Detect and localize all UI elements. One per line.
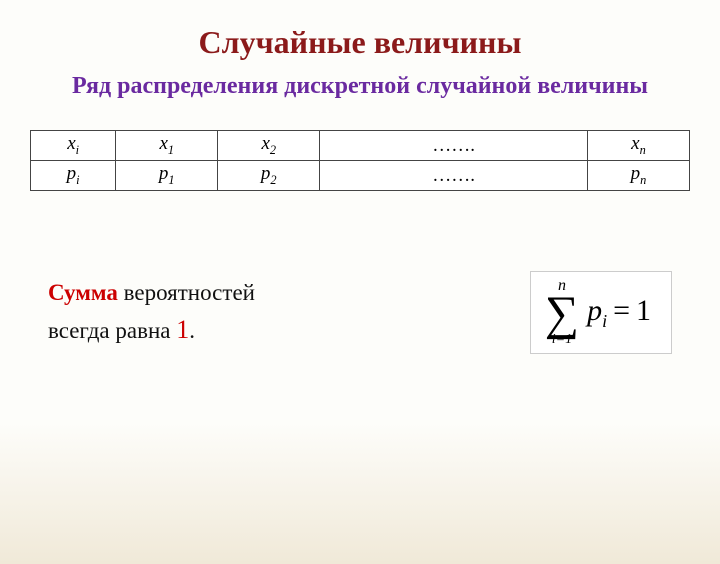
table-cell: x2 bbox=[218, 131, 320, 161]
formula-box: n ∑ i=1 pi=1 bbox=[530, 271, 672, 354]
table-cell: pi bbox=[31, 161, 116, 191]
formula-var: p bbox=[587, 294, 602, 327]
cell-sub: n bbox=[640, 143, 646, 157]
cell-var: p bbox=[631, 163, 641, 184]
table-cell: xi bbox=[31, 131, 116, 161]
cell-var: x bbox=[159, 133, 167, 154]
cell-var: p bbox=[261, 163, 271, 184]
sigma-symbol: ∑ bbox=[545, 292, 579, 335]
distribution-table-wrap: xi x1 x2 ……. xn pi p1 p2 ……. bbox=[30, 130, 690, 191]
page-title: Случайные величины bbox=[0, 24, 720, 61]
cell-sub: n bbox=[640, 173, 646, 187]
cell-sub: 2 bbox=[270, 143, 276, 157]
sigma-wrap: n ∑ i=1 bbox=[545, 278, 579, 347]
table-cell: x1 bbox=[116, 131, 218, 161]
content-row: Сумма вероятностей всегда равна 1. n ∑ i… bbox=[0, 271, 720, 354]
cell-sub: i bbox=[76, 143, 79, 157]
sum-text: Сумма вероятностей всегда равна 1. bbox=[48, 275, 255, 351]
table-row: pi p1 p2 ……. pn bbox=[31, 161, 690, 191]
sum-word-rest: вероятностей bbox=[118, 280, 255, 305]
sum-one: 1 bbox=[176, 315, 189, 344]
cell-var: p bbox=[159, 163, 169, 184]
table-cell: pn bbox=[587, 161, 689, 191]
cell-var: x bbox=[261, 133, 269, 154]
distribution-table: xi x1 x2 ……. xn pi p1 p2 ……. bbox=[30, 130, 690, 191]
page-subtitle: Ряд распределения дискретной случайной в… bbox=[0, 73, 720, 100]
sum-dot: . bbox=[189, 318, 195, 343]
sigma-lower-limit: i=1 bbox=[552, 333, 572, 347]
table-cell: p1 bbox=[116, 161, 218, 191]
cell-var: p bbox=[67, 163, 77, 184]
table-cell: ……. bbox=[320, 131, 588, 161]
formula-eq: = bbox=[607, 294, 636, 327]
cell-sub: i bbox=[76, 173, 79, 187]
cell-sub: 1 bbox=[168, 143, 174, 157]
formula-rhs: 1 bbox=[636, 294, 651, 327]
formula-body: pi=1 bbox=[587, 294, 651, 332]
table-cell: p2 bbox=[218, 161, 320, 191]
cell-var: x bbox=[67, 133, 75, 154]
cell-var: x bbox=[631, 133, 639, 154]
cell-sub: 2 bbox=[270, 173, 276, 187]
sum-word-red: Сумма bbox=[48, 280, 118, 305]
table-row: xi x1 x2 ……. xn bbox=[31, 131, 690, 161]
sum-line2-pre: всегда равна bbox=[48, 318, 176, 343]
table-cell: ……. bbox=[320, 161, 588, 191]
table-cell: xn bbox=[587, 131, 689, 161]
cell-sub: 1 bbox=[168, 173, 174, 187]
